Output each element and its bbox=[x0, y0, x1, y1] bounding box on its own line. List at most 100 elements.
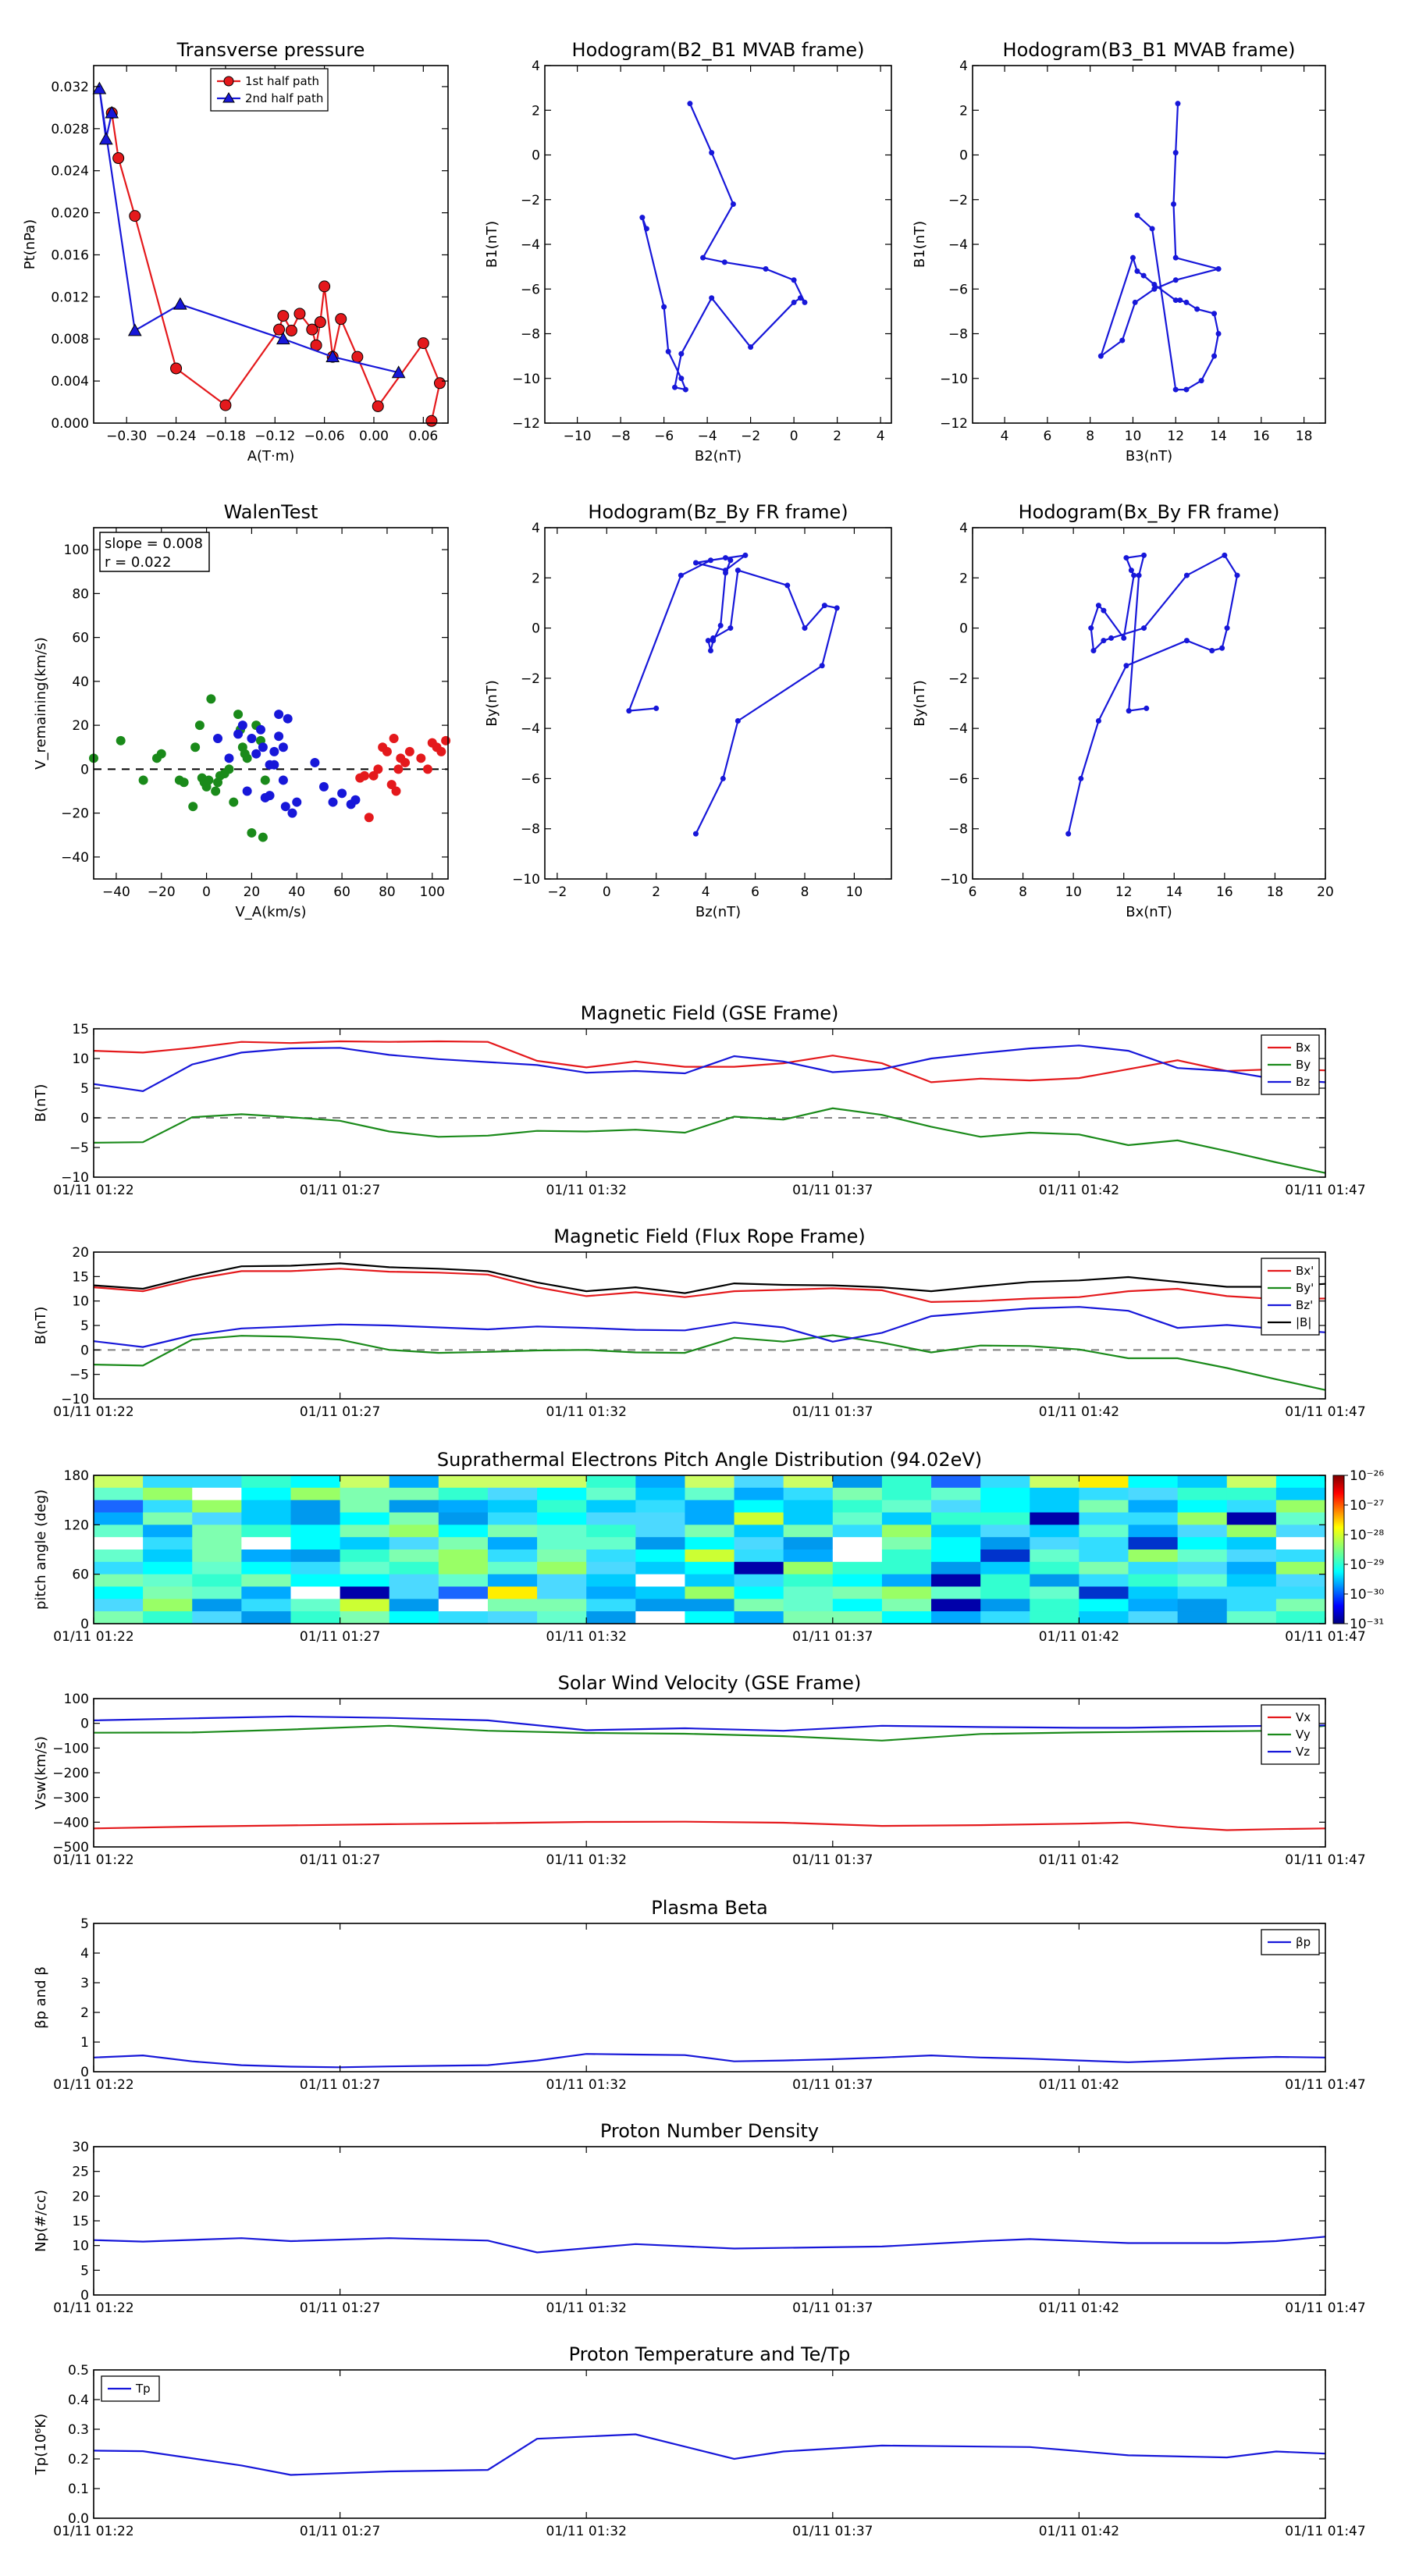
legend-label: Vz bbox=[1296, 1745, 1310, 1759]
data-point bbox=[1144, 705, 1150, 711]
x-tick-label: 01/11 01:22 bbox=[53, 2077, 133, 2093]
data-point bbox=[721, 259, 727, 265]
heatmap-cell bbox=[1275, 1500, 1326, 1514]
data-point bbox=[1136, 572, 1142, 578]
heatmap-cell bbox=[1079, 1611, 1129, 1624]
y-tick-label: 0.2 bbox=[68, 2452, 89, 2467]
data-point bbox=[1065, 831, 1072, 837]
y-tick-label: 2 bbox=[532, 103, 540, 119]
y-tick-label: 60 bbox=[72, 631, 89, 646]
heatmap-cell bbox=[685, 1525, 735, 1538]
heatmap-cell bbox=[1128, 1574, 1179, 1588]
x-tick-label: 01/11 01:27 bbox=[300, 2077, 380, 2093]
data-point bbox=[258, 832, 268, 842]
series-line bbox=[93, 1724, 1326, 1742]
heatmap-cell bbox=[832, 1586, 883, 1599]
data-point bbox=[1134, 268, 1140, 274]
heatmap-cell bbox=[685, 1611, 735, 1624]
chart-title: Transverse pressure bbox=[176, 39, 365, 61]
heatmap-cell bbox=[389, 1537, 439, 1550]
y-tick-label: −2 bbox=[521, 671, 540, 687]
chart-transverse_pressure: Transverse pressure −0.30 −0.24 −0.18 −0.12−… bbox=[22, 39, 449, 464]
heatmap-cell bbox=[832, 1561, 883, 1575]
heatmap-cell bbox=[143, 1487, 193, 1501]
y-tick-label: 80 bbox=[72, 586, 89, 602]
x-axis-label: Bx(nT) bbox=[1126, 904, 1172, 920]
heatmap-cell bbox=[635, 1537, 686, 1550]
y-tick-label: 0 bbox=[959, 148, 968, 164]
plot-frame bbox=[544, 527, 892, 880]
y-tick-label: −8 bbox=[948, 327, 968, 343]
heatmap-cell bbox=[438, 1525, 489, 1538]
heatmap-cell bbox=[1177, 1550, 1228, 1563]
heatmap-cell bbox=[1177, 1525, 1228, 1538]
heatmap-cell bbox=[586, 1586, 636, 1599]
heatmap-cell bbox=[192, 1574, 242, 1588]
data-point bbox=[247, 734, 257, 743]
x-tick-label: 0.00 bbox=[359, 429, 389, 444]
heatmap-cell bbox=[241, 1611, 292, 1624]
heatmap-cell bbox=[931, 1611, 981, 1624]
heatmap-cell bbox=[832, 1512, 883, 1525]
data-point bbox=[1194, 306, 1200, 312]
y-axis-label: βp and β bbox=[33, 1966, 49, 2029]
heatmap-cell bbox=[241, 1574, 292, 1588]
heatmap-cell bbox=[586, 1500, 636, 1514]
data-point bbox=[211, 786, 221, 796]
y-tick-label: −2 bbox=[521, 193, 540, 208]
heatmap-cell bbox=[389, 1586, 439, 1599]
heatmap-cell bbox=[685, 1586, 735, 1599]
heatmap-cell bbox=[340, 1475, 390, 1489]
x-tick-label: 01/11 01:37 bbox=[792, 1629, 873, 1645]
colorbar-label: 10⁻²⁶ bbox=[1350, 1468, 1384, 1484]
x-tick-label: 20 bbox=[244, 884, 261, 900]
data-point bbox=[723, 555, 729, 561]
heatmap-cell bbox=[685, 1487, 735, 1501]
y-tick-label: 5 bbox=[80, 1081, 89, 1097]
y-tick-label: 0.1 bbox=[68, 2482, 89, 2497]
data-point bbox=[1234, 572, 1240, 578]
data-point bbox=[709, 295, 715, 301]
x-tick-label: −2 bbox=[741, 429, 760, 444]
data-point bbox=[335, 313, 347, 326]
x-tick-label: 01/11 01:47 bbox=[1285, 1183, 1365, 1198]
chart-title: Proton Temperature and Te/Tp bbox=[569, 2343, 851, 2365]
chart-hodogram_b2_b1: Hodogram(B2_B1 MVAB frame) −10 −8 −6 −4 −2 0 2 4… bbox=[484, 39, 892, 464]
heatmap-cell bbox=[980, 1561, 1030, 1575]
heatmap-cell bbox=[290, 1561, 341, 1575]
legend-label: By bbox=[1296, 1058, 1311, 1072]
x-tick-label: 14 bbox=[1210, 429, 1227, 444]
y-tick-label: 4 bbox=[80, 1946, 89, 1962]
x-tick-label: 01/11 01:42 bbox=[1039, 2300, 1119, 2316]
y-tick-label: 0.032 bbox=[51, 80, 89, 95]
data-point bbox=[274, 710, 284, 720]
heatmap-cell bbox=[783, 1475, 834, 1489]
series-Vx bbox=[93, 1820, 1326, 1831]
x-tick-label: 01/11 01:22 bbox=[53, 2300, 133, 2316]
series-line bbox=[111, 112, 441, 422]
data-point bbox=[1175, 101, 1181, 107]
heatmap-cell bbox=[881, 1500, 932, 1514]
data-point bbox=[242, 753, 252, 763]
data-point bbox=[1183, 638, 1190, 644]
annotation-box bbox=[99, 532, 210, 572]
y-tick-label: 30 bbox=[72, 2140, 89, 2155]
y-tick-label: 0.004 bbox=[51, 374, 89, 390]
y-tick-label: 0.028 bbox=[51, 122, 89, 137]
series-Vz bbox=[93, 1715, 1326, 1732]
x-tick-label: 6 bbox=[751, 884, 759, 900]
x-axis-label: Bz(nT) bbox=[695, 904, 741, 920]
x-tick-label: 01/11 01:42 bbox=[1039, 1629, 1119, 1645]
data-point bbox=[678, 350, 685, 357]
y-tick-label: 0.024 bbox=[51, 164, 89, 180]
data-point bbox=[1222, 552, 1228, 558]
y-tick-label: 0 bbox=[532, 148, 540, 164]
data-point bbox=[229, 797, 239, 807]
series-s2 bbox=[355, 734, 451, 823]
heatmap-cell bbox=[94, 1487, 144, 1501]
heatmap-cell bbox=[832, 1599, 883, 1612]
data-point bbox=[682, 386, 688, 393]
legend-label: Vx bbox=[1296, 1710, 1311, 1724]
data-point bbox=[727, 557, 734, 564]
